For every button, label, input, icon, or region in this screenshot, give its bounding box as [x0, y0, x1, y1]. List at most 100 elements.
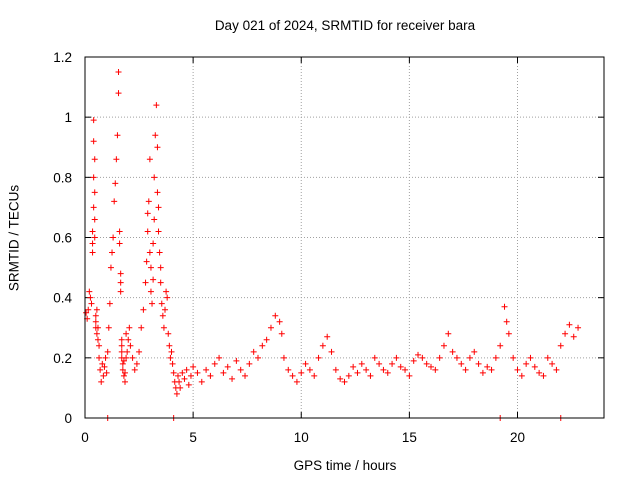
data-point [123, 354, 130, 361]
data-point [143, 258, 150, 265]
data-point [90, 117, 97, 124]
data-point [167, 354, 174, 361]
data-point [113, 156, 120, 163]
data-point [90, 174, 97, 181]
y-tick-label: 0 [64, 411, 72, 426]
data-markers [83, 69, 582, 421]
data-point [503, 318, 510, 325]
data-point [147, 288, 154, 295]
data-point [224, 363, 231, 370]
data-point [276, 318, 283, 325]
data-point [354, 369, 361, 376]
data-point [497, 342, 504, 349]
data-point [523, 360, 530, 367]
x-tick-label: 10 [294, 430, 309, 445]
data-point [122, 369, 129, 376]
data-point [86, 288, 93, 295]
data-point [440, 342, 447, 349]
data-point [170, 369, 177, 376]
data-point [109, 249, 116, 256]
data-point [115, 69, 122, 76]
data-point [255, 354, 261, 361]
data-point [117, 288, 124, 295]
data-point [562, 330, 569, 337]
data-point [432, 366, 439, 373]
data-point [505, 330, 512, 337]
data-point [125, 336, 132, 343]
data-point [198, 378, 205, 385]
data-point [410, 357, 417, 364]
data-point [102, 354, 109, 361]
data-point [471, 348, 478, 355]
data-point [376, 360, 383, 367]
data-point [371, 354, 378, 361]
y-tick-label: 0.8 [53, 170, 72, 185]
data-point [475, 360, 482, 367]
data-point [229, 375, 236, 382]
data-point [127, 342, 134, 349]
data-point [103, 369, 110, 376]
data-point [220, 369, 227, 376]
data-point [142, 279, 149, 286]
data-point [531, 363, 538, 370]
data-point [99, 360, 106, 367]
data-point [156, 249, 163, 256]
data-point [428, 363, 434, 370]
data-point [358, 360, 365, 367]
data-point [393, 354, 400, 361]
data-point [93, 330, 100, 337]
data-point [169, 360, 176, 367]
data-point [436, 354, 443, 361]
data-point [419, 354, 426, 361]
data-point [159, 312, 166, 319]
data-point [116, 240, 123, 247]
data-point [94, 336, 101, 343]
data-point [92, 312, 99, 319]
plot-frame [84, 56, 605, 419]
data-point [155, 228, 162, 235]
data-point [324, 333, 331, 340]
data-point [163, 288, 170, 295]
data-point [311, 372, 318, 379]
data-point [389, 360, 396, 367]
data-point [492, 354, 499, 361]
data-point [553, 366, 560, 373]
data-point [140, 306, 147, 313]
x-axis-label: GPS time / hours [293, 458, 397, 473]
y-tick-label: 0.4 [53, 291, 72, 306]
data-point [123, 330, 130, 337]
data-point [315, 354, 322, 361]
data-point [278, 330, 285, 337]
data-point [207, 372, 214, 379]
axis-ticks [84, 56, 604, 419]
data-point [488, 366, 495, 373]
data-point [87, 294, 94, 301]
data-point [203, 366, 210, 373]
data-point [187, 372, 194, 379]
data-point [250, 348, 257, 355]
data-point [112, 180, 119, 187]
data-point [367, 372, 374, 379]
data-point [83, 309, 90, 316]
data-point [302, 360, 309, 367]
data-point [445, 330, 452, 337]
data-point [91, 189, 98, 196]
data-point [173, 390, 180, 397]
x-tick-label: 0 [81, 430, 89, 445]
data-point [152, 132, 159, 139]
data-point [566, 321, 573, 328]
data-point [93, 306, 100, 313]
data-point [89, 249, 96, 256]
data-point [90, 204, 97, 211]
data-point [263, 336, 270, 343]
data-point [176, 378, 183, 385]
data-point [341, 378, 348, 385]
data-point [144, 228, 151, 235]
data-point [91, 156, 98, 163]
data-point [453, 354, 460, 361]
data-point [536, 369, 543, 376]
data-point [101, 363, 108, 370]
data-point [242, 372, 249, 379]
data-point [129, 354, 136, 361]
data-point [150, 276, 157, 283]
